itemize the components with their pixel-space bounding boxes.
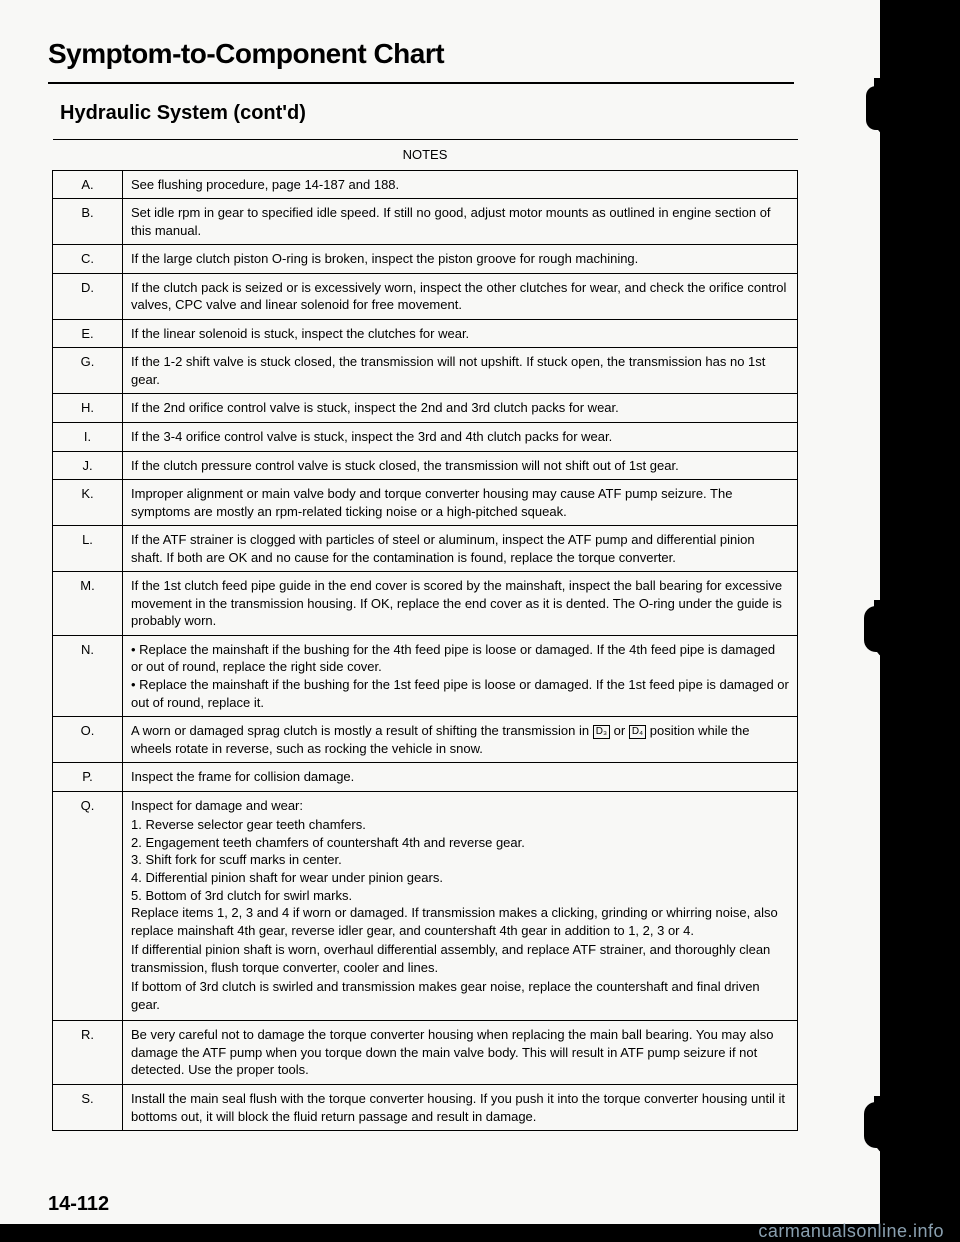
table-row: N.Replace the mainshaft if the bushing f… [53,635,798,716]
table-row: P.Inspect the frame for collision damage… [53,763,798,792]
row-letter: R. [53,1021,123,1085]
table-row: H.If the 2nd orifice control valve is st… [53,394,798,423]
table-row: O.A worn or damaged sprag clutch is most… [53,717,798,763]
binder-tab [874,1096,908,1156]
row-note: See flushing procedure, page 14-187 and … [123,170,798,199]
row-note: Improper alignment or main valve body an… [123,480,798,526]
row-letter: H. [53,394,123,423]
table-row: K.Improper alignment or main valve body … [53,480,798,526]
table-row: C.If the large clutch piston O-ring is b… [53,245,798,274]
row-note: Install the main seal flush with the tor… [123,1084,798,1130]
table-row: I.If the 3-4 orifice control valve is st… [53,423,798,452]
table-header: NOTES [53,140,798,171]
row-letter: C. [53,245,123,274]
row-letter: O. [53,717,123,763]
row-note: Inspect for damage and wear:1. Reverse s… [123,791,798,1021]
row-letter: A. [53,170,123,199]
page-content: Symptom-to-Component Chart Hydraulic Sys… [0,0,842,1131]
row-note: A worn or damaged sprag clutch is mostly… [123,717,798,763]
row-letter: K. [53,480,123,526]
binder-tab [874,600,908,660]
row-letter: M. [53,572,123,636]
row-note: Be very careful not to damage the torque… [123,1021,798,1085]
row-note: Set idle rpm in gear to specified idle s… [123,199,798,245]
row-letter: P. [53,763,123,792]
table-row: A.See flushing procedure, page 14-187 an… [53,170,798,199]
row-letter: J. [53,451,123,480]
divider [48,82,794,84]
row-note: If the clutch pack is seized or is exces… [123,273,798,319]
table-row: B.Set idle rpm in gear to specified idle… [53,199,798,245]
row-letter: G. [53,348,123,394]
table-row: E.If the linear solenoid is stuck, inspe… [53,319,798,348]
row-letter: S. [53,1084,123,1130]
d4-icon: D₄ [629,725,646,739]
table-row: S.Install the main seal flush with the t… [53,1084,798,1130]
table-row: D.If the clutch pack is seized or is exc… [53,273,798,319]
table-row: G.If the 1-2 shift valve is stuck closed… [53,348,798,394]
row-note: If the linear solenoid is stuck, inspect… [123,319,798,348]
row-note: If the clutch pressure control valve is … [123,451,798,480]
row-note: If the 1st clutch feed pipe guide in the… [123,572,798,636]
notes-table: NOTES A.See flushing procedure, page 14-… [52,139,798,1131]
row-letter: L. [53,526,123,572]
page-number: 14-112 [48,1193,109,1216]
table-row: R.Be very careful not to damage the torq… [53,1021,798,1085]
row-letter: B. [53,199,123,245]
row-note: If the 2nd orifice control valve is stuc… [123,394,798,423]
row-letter: N. [53,635,123,716]
row-letter: Q. [53,791,123,1021]
binder-tab [874,78,908,138]
table-row: M.If the 1st clutch feed pipe guide in t… [53,572,798,636]
row-letter: I. [53,423,123,452]
table-row: J.If the clutch pressure control valve i… [53,451,798,480]
section-subtitle: Hydraulic System (cont'd) [60,102,794,125]
row-letter: E. [53,319,123,348]
table-row: Q.Inspect for damage and wear:1. Reverse… [53,791,798,1021]
row-note: Replace the mainshaft if the bushing for… [123,635,798,716]
table-row: L.If the ATF strainer is clogged with pa… [53,526,798,572]
row-note: Inspect the frame for collision damage. [123,763,798,792]
row-note: If the 3-4 orifice control valve is stuc… [123,423,798,452]
row-note: If the 1-2 shift valve is stuck closed, … [123,348,798,394]
page-title: Symptom-to-Component Chart [48,38,794,70]
watermark: carmanualsonline.info [758,1221,944,1242]
row-note: If the large clutch piston O-ring is bro… [123,245,798,274]
row-letter: D. [53,273,123,319]
d3-icon: D₃ [593,725,610,739]
row-note: If the ATF strainer is clogged with part… [123,526,798,572]
